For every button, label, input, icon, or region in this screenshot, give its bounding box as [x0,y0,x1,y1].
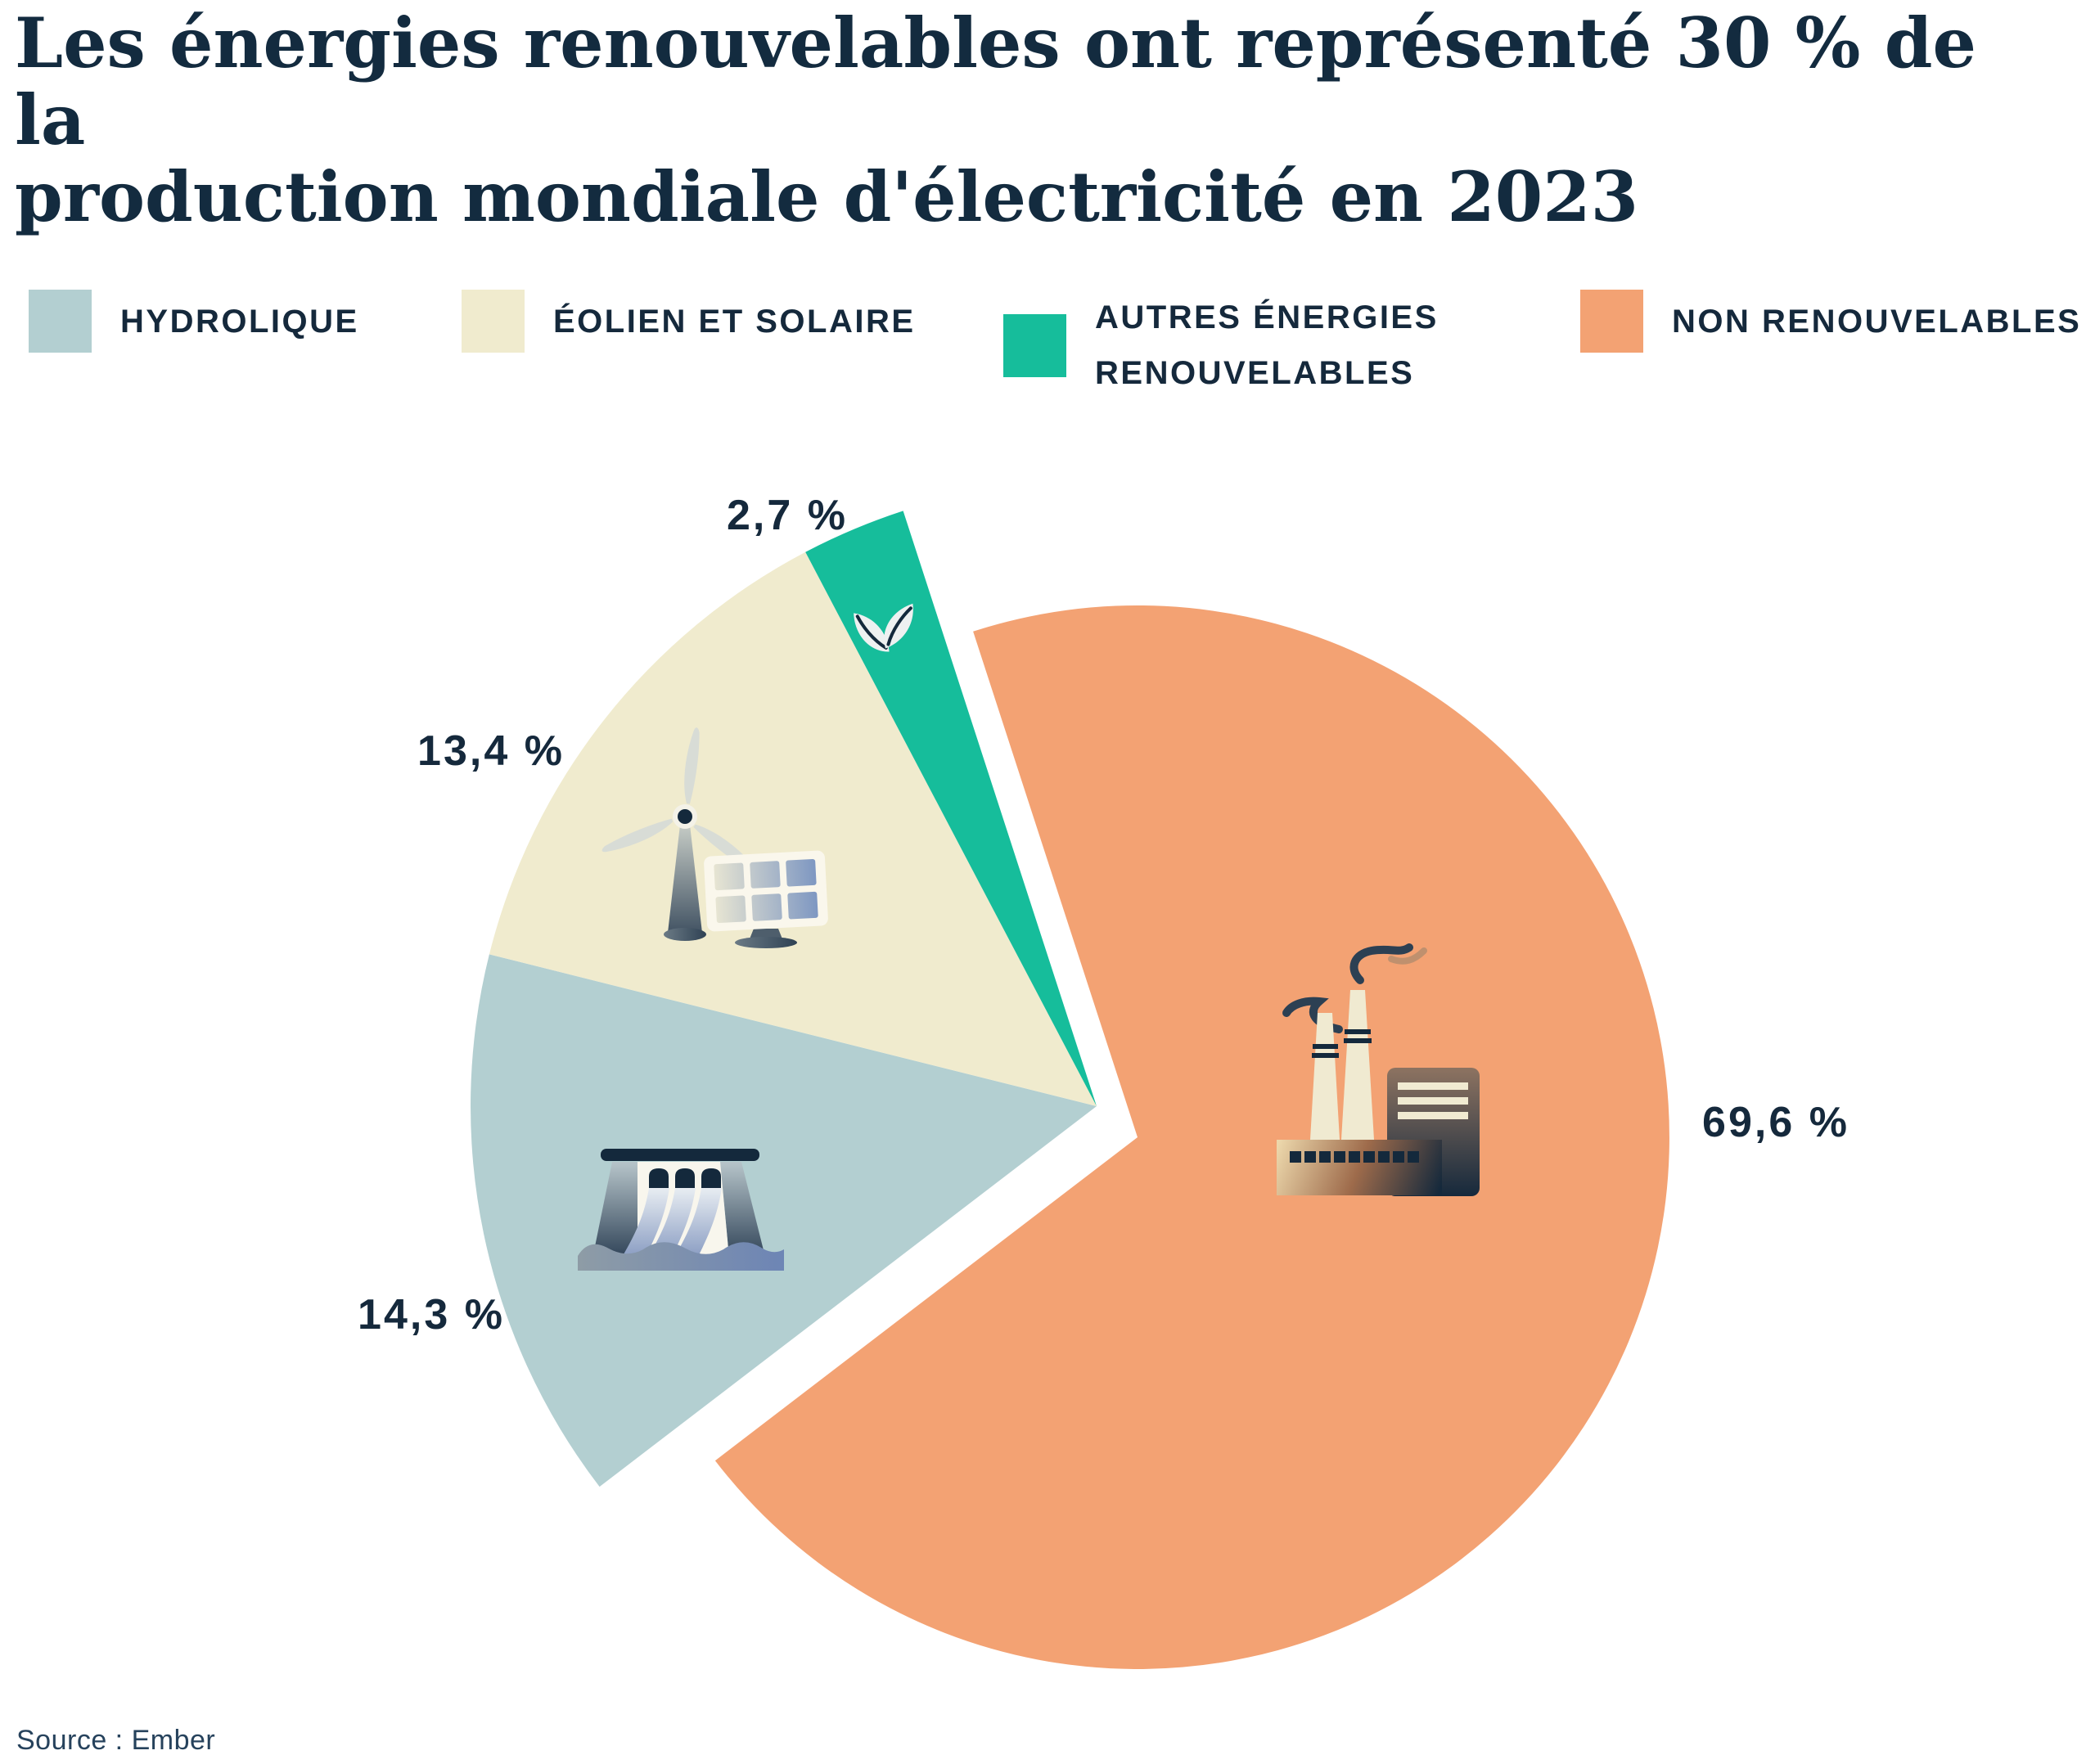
legend-label-non-renouvelables: NON RENOUVELABLES [1672,303,2082,340]
wind-turbine-icon [601,727,757,941]
pie-slice-non_renouvelables [714,605,1669,1669]
smoke-icon [1349,943,1413,984]
legend-item-eolien-et-solaire: ÉOLIEN ET SOLAIRE [462,290,916,353]
leaf-icon [854,603,913,652]
legend-item-autres-energies-renouvelables: AUTRES ÉNERGIES RENOUVELABLES [1003,290,1488,401]
dam-top-bar [601,1149,759,1161]
value-label-non-renouvelables: 69,6 % [1702,1099,1849,1146]
pie-slice-autres_energies_renouvelables [805,511,1097,1106]
legend-label-autres-energies-renouvelables: AUTRES ÉNERGIES RENOUVELABLES [1095,299,1439,391]
legend-label-hydrolique: HYDROLIQUE [120,303,359,340]
pie-slices [471,511,1669,1669]
pie-slice-eolien_et_solaire [489,551,1097,1106]
dam-water [578,1242,784,1271]
legend-swatch-hydrolique [29,290,92,353]
legend-item-non-renouvelables: NON RENOUVELABLES [1580,290,2081,353]
chart-title: Les énergies renouvelables ont représent… [15,2,1976,238]
legend-swatch-non-renouvelables [1580,290,1643,353]
legend-label-eolien-et-solaire: ÉOLIEN ET SOLAIRE [553,303,916,340]
source-note: Source : Ember [16,1725,216,1756]
value-label-hydrolique: 14,3 % [358,1291,505,1339]
value-label-autres-energies-renouvelables: 2,7 % [727,492,848,539]
legend-swatch-autres-energies-renouvelables [1003,313,1066,377]
legend-item-hydrolique: HYDROLIQUE [29,290,359,353]
pie-slice-hydrolique [471,954,1097,1487]
value-label-eolien-et-solaire: 13,4 % [417,727,565,775]
dam-icon [578,1149,784,1271]
solar-panel-icon [704,850,828,948]
legend-swatch-eolien-et-solaire [462,290,525,353]
factory-icon [1277,943,1480,1196]
